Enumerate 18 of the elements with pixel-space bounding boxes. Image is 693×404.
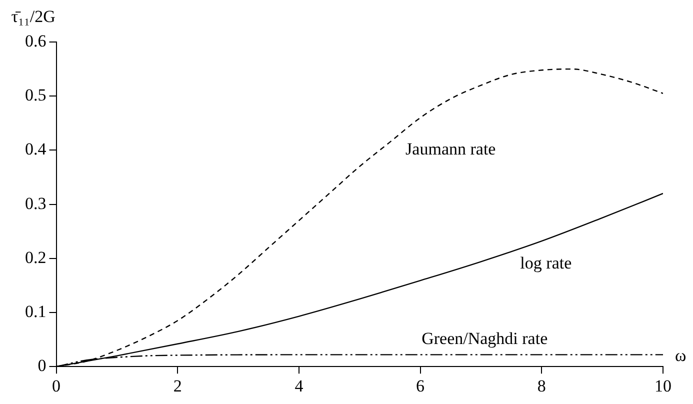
y-tick-label: 0.2 — [25, 248, 46, 267]
series-label: Green/Naghdi rate — [422, 329, 548, 348]
x-axis-title: ω — [675, 346, 686, 366]
x-tick-label: 2 — [173, 376, 182, 396]
y-tick-label: 0.1 — [25, 302, 46, 321]
y-tick-label: 0.6 — [25, 31, 46, 50]
x-tick-label: 8 — [537, 376, 546, 396]
y-tick-label: 0.5 — [25, 86, 46, 105]
series-label: Jaumann rate — [406, 140, 496, 159]
y-tick-label: 0.3 — [25, 194, 46, 213]
x-tick-label: 0 — [52, 376, 60, 396]
series-label: log rate — [520, 253, 572, 272]
x-tick-label: 10 — [654, 376, 672, 396]
y-axis-title: τ̄₁₁/2G — [11, 7, 56, 26]
y-tick-label: 0.4 — [25, 140, 47, 159]
x-tick-label: 4 — [294, 376, 304, 396]
y-tick-label: 0 — [38, 356, 46, 376]
x-tick-label: 6 — [416, 376, 425, 396]
